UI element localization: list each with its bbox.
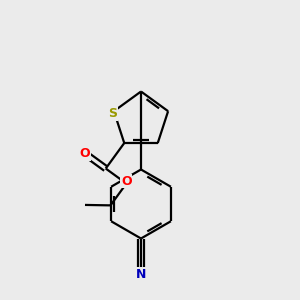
- Text: N: N: [136, 268, 146, 281]
- Text: O: O: [121, 175, 132, 188]
- Text: O: O: [80, 147, 90, 160]
- Text: S: S: [108, 107, 117, 120]
